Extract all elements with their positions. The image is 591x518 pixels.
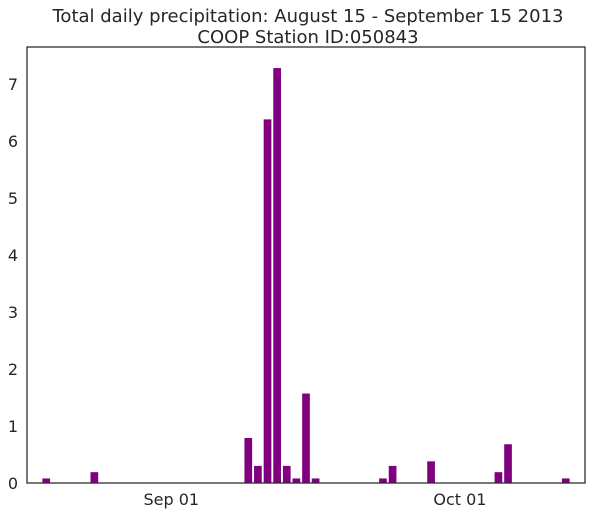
precip-bar xyxy=(263,119,272,483)
y-tick-label: 5 xyxy=(8,189,18,208)
y-tick-label: 1 xyxy=(8,417,18,436)
precip-bar xyxy=(42,478,51,483)
x-axis: Sep 01 Oct 01 xyxy=(144,490,487,509)
x-tick-label: Oct 01 xyxy=(433,490,486,509)
precip-bar xyxy=(561,478,570,483)
y-axis: 0 1 2 3 4 5 6 7 xyxy=(8,75,18,493)
precip-bar xyxy=(244,437,253,483)
precip-bar xyxy=(311,478,320,483)
precip-bar xyxy=(494,472,503,483)
y-tick-label: 0 xyxy=(8,474,18,493)
precip-bar xyxy=(273,68,281,483)
chart-title-line-1: Total daily precipitation: August 15 - S… xyxy=(52,6,564,27)
precip-bar xyxy=(302,393,310,483)
precip-bar xyxy=(427,461,435,483)
y-tick-label: 3 xyxy=(8,303,18,322)
y-tick-label: 2 xyxy=(8,360,18,379)
precip-bar xyxy=(504,444,512,483)
precip-bar xyxy=(90,472,99,483)
plot-frame xyxy=(26,46,586,484)
bars-layer xyxy=(42,68,570,483)
y-tick-label: 7 xyxy=(8,75,18,94)
x-tick-label: Sep 01 xyxy=(144,490,200,509)
precip-bar xyxy=(282,465,291,483)
chart-title: Total daily precipitation: August 15 - S… xyxy=(52,6,564,48)
precip-bar xyxy=(254,465,262,483)
precip-bar xyxy=(292,478,301,483)
y-tick-label: 4 xyxy=(8,246,18,265)
y-tick-label: 6 xyxy=(8,132,18,151)
chart-title-line-2: COOP Station ID:050843 xyxy=(197,27,418,48)
precip-bar xyxy=(379,478,387,483)
precip-bar xyxy=(388,465,397,483)
